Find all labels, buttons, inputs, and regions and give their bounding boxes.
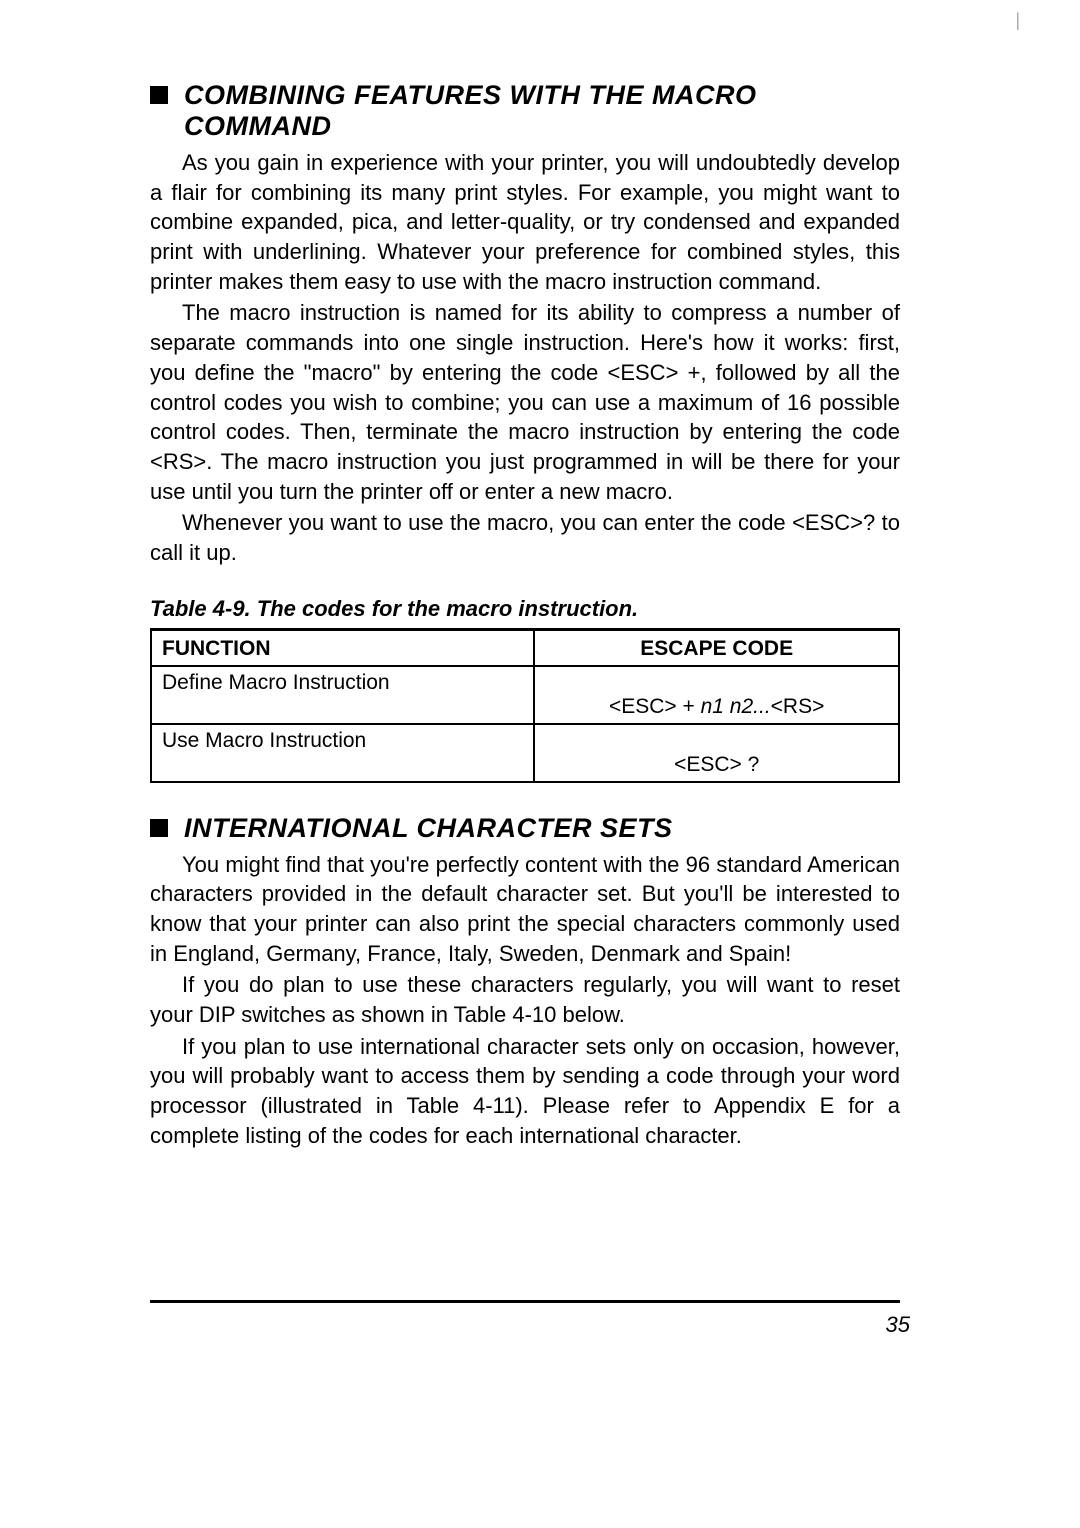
table-row: Use Macro Instruction <ESC> ? bbox=[151, 724, 899, 782]
table-row: Define Macro Instruction <ESC> + n1 n2..… bbox=[151, 666, 899, 724]
table-cell-code: <ESC> ? bbox=[534, 724, 899, 782]
table-caption: Table 4-9. The codes for the macro instr… bbox=[150, 596, 900, 622]
section-2: INTERNATIONAL CHARACTER SETS You might f… bbox=[150, 813, 900, 1151]
heading-text-2: INTERNATIONAL CHARACTER SETS bbox=[184, 813, 673, 844]
scan-mark-top: | bbox=[1015, 10, 1020, 31]
table-cell-function: Use Macro Instruction bbox=[151, 724, 534, 782]
table-header-row: FUNCTION ESCAPE CODE bbox=[151, 629, 899, 666]
para-1-2: The macro instruction is named for its a… bbox=[150, 298, 900, 506]
bullet-square-icon bbox=[150, 819, 168, 837]
table-cell-function: Define Macro Instruction bbox=[151, 666, 534, 724]
para-2-1: You might find that you're perfectly con… bbox=[150, 850, 900, 969]
table-header-escape-code: ESCAPE CODE bbox=[534, 629, 899, 666]
section-heading-2: INTERNATIONAL CHARACTER SETS bbox=[150, 813, 900, 844]
bullet-square-icon bbox=[150, 86, 168, 104]
table-cell-code: <ESC> + n1 n2...<RS> bbox=[534, 666, 899, 724]
page-number: 35 bbox=[886, 1312, 910, 1338]
macro-codes-table: FUNCTION ESCAPE CODE Define Macro Instru… bbox=[150, 628, 900, 783]
footer-rule bbox=[150, 1300, 900, 1303]
para-2-2: If you do plan to use these characters r… bbox=[150, 970, 900, 1029]
para-1-1: As you gain in experience with your prin… bbox=[150, 148, 900, 296]
section-heading-1: COMBINING FEATURES WITH THE MACRO COMMAN… bbox=[150, 80, 900, 142]
page-content: COMBINING FEATURES WITH THE MACRO COMMAN… bbox=[150, 80, 900, 1153]
heading-text-1: COMBINING FEATURES WITH THE MACRO COMMAN… bbox=[184, 80, 900, 142]
para-1-3: Whenever you want to use the macro, you … bbox=[150, 508, 900, 567]
para-2-3: If you plan to use international charact… bbox=[150, 1032, 900, 1151]
table-header-function: FUNCTION bbox=[151, 629, 534, 666]
